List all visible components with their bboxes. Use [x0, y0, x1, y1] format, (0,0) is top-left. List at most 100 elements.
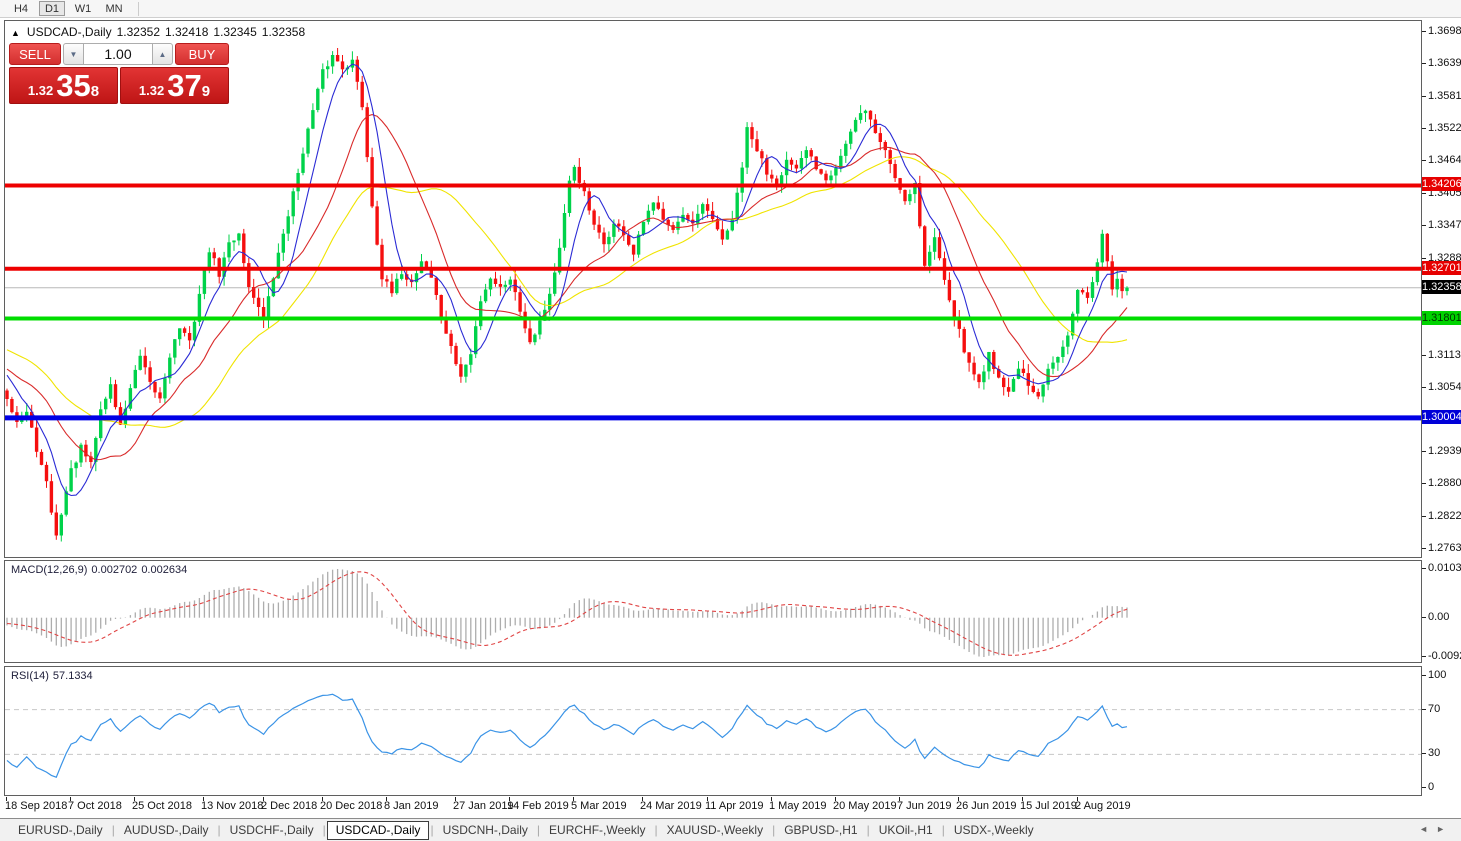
axis-tick [1422, 128, 1426, 130]
price-axis-label: 1.36980 [1428, 25, 1461, 37]
axis-tick [1422, 656, 1426, 657]
date-tick [6, 797, 7, 801]
date-tick [707, 797, 708, 801]
axis-tick [1422, 31, 1426, 32]
date-label: 7 Oct 2018 [68, 800, 122, 812]
chart-tab-audusd-daily[interactable]: AUDUSD-,Daily [123, 823, 209, 837]
chart-title: ▲ USDCAD-,Daily 1.32352 1.32418 1.32345 1.323… [11, 25, 305, 39]
buy-price-big: 37 [167, 68, 202, 103]
axis-tick [1422, 568, 1426, 569]
level-price-badge: 1.34206 [1422, 177, 1461, 192]
tab-separator: | [322, 823, 326, 837]
timeframe-button-w1[interactable]: W1 [74, 2, 92, 15]
rsi-label: RSI(14) 57.1334 [11, 670, 93, 682]
axis-tick [1422, 63, 1426, 65]
date-tick [203, 797, 204, 801]
date-label: 1 May 2019 [769, 800, 827, 812]
tab-separator: | [536, 823, 541, 837]
chart-tab-eurchf-weekly[interactable]: EURCHF-,Weekly [549, 823, 646, 837]
date-label: 25 Oct 2018 [132, 800, 192, 812]
price-axis-label: 1.31130 [1428, 348, 1461, 361]
axis-tick [1422, 548, 1426, 549]
sell-button[interactable]: SELL [9, 43, 61, 65]
date-tick [771, 797, 772, 801]
price-axis-label: 1.35810 [1428, 89, 1461, 102]
price-axis-label: 1.28805 [1428, 477, 1461, 490]
date-tick [642, 797, 643, 801]
axis-tick [1422, 708, 1426, 710]
toolbar-separator [138, 1, 139, 16]
price-axis-label: 100 [1428, 669, 1447, 681]
buy-button[interactable]: BUY [175, 43, 229, 65]
date-label: 14 Feb 2019 [507, 800, 569, 812]
axis-tick [1422, 225, 1426, 227]
sell-price-base: 1.32 [27, 83, 54, 98]
date-tick [386, 797, 387, 801]
date-label: 5 Mar 2019 [571, 800, 627, 812]
axis-tick [1422, 483, 1426, 485]
tab-separator: | [217, 823, 221, 837]
volume-increase-button[interactable]: ▲ [152, 43, 173, 65]
price-axis-label: 1.34640 [1428, 154, 1461, 167]
axis-tick [1422, 257, 1426, 259]
price-axis-label: 1.35225 [1428, 122, 1461, 135]
candlestick-series [5, 48, 1129, 542]
timeframe-toolbar: H4 D1 W1 MN [0, 0, 1461, 18]
axis-tick [1422, 160, 1426, 162]
date-label: 18 Sep 2018 [5, 800, 68, 812]
tab-scroll-arrows[interactable]: ◄► [1419, 824, 1453, 834]
date-tick [1077, 797, 1078, 801]
tab-separator: | [654, 823, 658, 837]
chart-tab-usdchf-daily[interactable]: USDCHF-,Daily [229, 823, 314, 837]
sell-price-big: 35 [56, 68, 91, 103]
chart-tab-xauusd-weekly[interactable]: XAUUSD-,Weekly [666, 823, 764, 837]
date-label: 7 Jun 2019 [897, 800, 952, 812]
price-axis-label: 1.30545 [1428, 381, 1461, 393]
volume-decrease-button[interactable]: ▼ [63, 43, 84, 65]
date-label: 11 Apr 2019 [705, 800, 764, 812]
date-label: 20 Dec 2018 [320, 800, 383, 812]
date-label: 15 Jul 2019 [1020, 800, 1077, 812]
ohlc-low: 1.32345 [213, 25, 257, 39]
price-axis-label: 1.32885 [1428, 251, 1461, 264]
tab-separator: | [866, 823, 870, 837]
price-axis-label: 1.27635 [1428, 542, 1461, 554]
axis-tick [1422, 787, 1426, 788]
timeframe-button-d1[interactable]: D1 [39, 1, 65, 16]
current-price-badge: 1.32358 [1422, 279, 1461, 294]
date-tick [70, 797, 71, 801]
axis-tick [1422, 515, 1426, 517]
symbol-period-label: USDCAD-,Daily [26, 25, 112, 39]
volume-input[interactable] [84, 43, 152, 65]
ohlc-high: 1.32418 [165, 25, 209, 39]
chart-tab-usdcnh-daily[interactable]: USDCNH-,Daily [442, 823, 528, 837]
collapse-trade-panel-icon[interactable]: ▲ [11, 28, 20, 38]
main-chart-panel[interactable]: ▲ USDCAD-,Daily 1.32352 1.32418 1.32345 1.323… [4, 20, 1422, 558]
one-click-trade-panel: SELL ▼ ▲ BUY 1.32 35 8 1.32 37 9 [9, 43, 229, 104]
buy-price-base: 1.32 [138, 83, 165, 98]
price-axis-label: 1.29390 [1428, 444, 1461, 457]
axis-tick [1422, 675, 1426, 676]
sell-price-tile[interactable]: 1.32 35 8 [9, 67, 118, 104]
tab-separator: | [772, 823, 776, 837]
chart-tab-usdx-weekly[interactable]: USDX-,Weekly [953, 823, 1034, 837]
date-label: 13 Nov 2018 [201, 800, 264, 812]
macd-indicator-panel[interactable]: MACD(12,26,9) 0.002702 0.002634 [4, 560, 1422, 663]
chart-tab-gbpusd-h1[interactable]: GBPUSD-,H1 [784, 823, 858, 837]
chart-tab-ukoil-h1[interactable]: UKOil-,H1 [878, 823, 933, 837]
date-axis: 18 Sep 2018 7 Oct 2018 25 Oct 2018 13 Nov 2… [4, 797, 1422, 814]
buy-price-tile[interactable]: 1.32 37 9 [120, 67, 229, 104]
timeframe-button-mn[interactable]: MN [105, 2, 123, 15]
axis-tick [1422, 354, 1426, 356]
price-axis-label: 70 [1428, 702, 1441, 715]
chart-tab-usdcad-daily[interactable]: USDCAD-,Daily [326, 820, 430, 840]
chart-tab-eurusd-daily[interactable]: EURUSD-,Daily [18, 823, 103, 837]
buy-price-pip: 9 [201, 83, 211, 100]
price-axis-label: 0.00 [1428, 610, 1450, 623]
rsi-indicator-panel[interactable]: RSI(14) 57.1334 [4, 666, 1422, 796]
axis-tick [1422, 616, 1426, 618]
timeframe-button-h4[interactable]: H4 [13, 2, 29, 15]
date-label: 20 May 2019 [833, 800, 897, 812]
rsi-line [6, 693, 1128, 778]
